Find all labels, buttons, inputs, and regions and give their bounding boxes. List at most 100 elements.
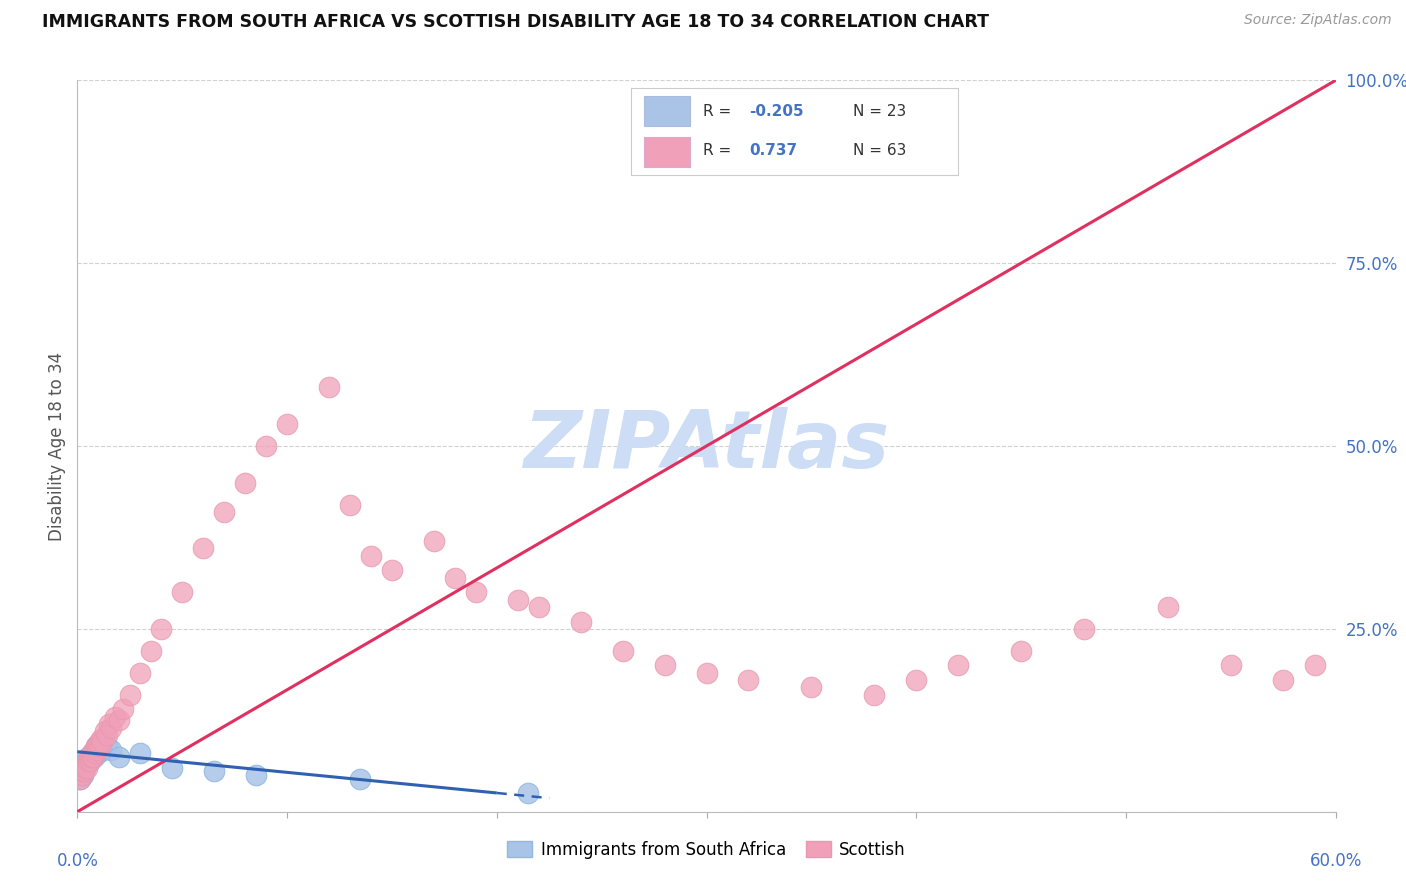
Scottish xyxy=(90,731,112,746)
Immigrants from South Africa xyxy=(349,772,371,786)
Scottish xyxy=(80,746,103,760)
Immigrants from South Africa xyxy=(75,754,97,768)
Text: 0.0%: 0.0% xyxy=(56,852,98,870)
Scottish xyxy=(100,721,122,735)
Scottish xyxy=(318,380,340,394)
Scottish xyxy=(75,757,97,772)
Scottish xyxy=(72,764,94,779)
Scottish xyxy=(70,768,93,782)
Immigrants from South Africa xyxy=(72,757,94,772)
FancyBboxPatch shape xyxy=(644,96,690,126)
Immigrants from South Africa xyxy=(72,768,94,782)
Scottish xyxy=(1073,622,1095,636)
Scottish xyxy=(89,739,111,753)
Text: R =: R = xyxy=(703,144,737,158)
Scottish xyxy=(84,739,107,753)
Scottish xyxy=(73,761,96,775)
Scottish xyxy=(1272,673,1295,687)
Scottish xyxy=(254,439,277,453)
Scottish xyxy=(339,498,361,512)
Scottish xyxy=(97,717,120,731)
Immigrants from South Africa xyxy=(69,772,91,786)
Scottish xyxy=(276,417,298,431)
Immigrants from South Africa xyxy=(108,749,131,764)
Immigrants from South Africa xyxy=(96,739,118,753)
Scottish xyxy=(696,665,718,680)
Scottish xyxy=(506,592,529,607)
Immigrants from South Africa xyxy=(202,764,225,779)
Scottish xyxy=(800,681,823,695)
Immigrants from South Africa xyxy=(87,746,110,760)
Text: R =: R = xyxy=(703,103,737,119)
Scottish xyxy=(89,735,111,749)
Scottish xyxy=(69,772,91,786)
Scottish xyxy=(527,599,550,614)
Scottish xyxy=(87,739,110,753)
Scottish xyxy=(77,749,100,764)
Scottish xyxy=(863,688,886,702)
Scottish xyxy=(612,644,634,658)
Scottish xyxy=(1010,644,1032,658)
Text: ZIPAtlas: ZIPAtlas xyxy=(523,407,890,485)
Immigrants from South Africa xyxy=(160,761,183,775)
Immigrants from South Africa xyxy=(129,746,152,760)
Scottish xyxy=(1219,658,1241,673)
Scottish xyxy=(381,563,404,577)
Scottish xyxy=(82,749,104,764)
Text: 0.737: 0.737 xyxy=(749,144,797,158)
Scottish xyxy=(93,724,115,739)
Scottish xyxy=(83,742,105,756)
Scottish xyxy=(191,541,215,556)
Y-axis label: Disability Age 18 to 34: Disability Age 18 to 34 xyxy=(48,351,66,541)
Immigrants from South Africa xyxy=(83,749,105,764)
Scottish xyxy=(905,673,928,687)
Text: -0.205: -0.205 xyxy=(749,103,803,119)
Scottish xyxy=(91,735,114,749)
Scottish xyxy=(108,714,131,728)
Scottish xyxy=(948,658,970,673)
Scottish xyxy=(84,746,107,760)
Text: 60.0%: 60.0% xyxy=(1309,852,1362,870)
Immigrants from South Africa xyxy=(76,749,98,764)
Text: IMMIGRANTS FROM SOUTH AFRICA VS SCOTTISH DISABILITY AGE 18 TO 34 CORRELATION CHA: IMMIGRANTS FROM SOUTH AFRICA VS SCOTTISH… xyxy=(42,13,990,31)
Legend: Immigrants from South Africa, Scottish: Immigrants from South Africa, Scottish xyxy=(501,834,912,865)
Text: N = 23: N = 23 xyxy=(853,103,907,119)
Scottish xyxy=(118,688,141,702)
Text: N = 63: N = 63 xyxy=(853,144,907,158)
Immigrants from South Africa xyxy=(100,742,122,756)
Scottish xyxy=(212,505,235,519)
Immigrants from South Africa xyxy=(70,764,93,779)
Scottish xyxy=(76,761,98,775)
Immigrants from South Africa xyxy=(73,761,96,775)
Immigrants from South Africa xyxy=(76,757,98,772)
Scottish xyxy=(444,571,467,585)
Scottish xyxy=(72,764,94,779)
Scottish xyxy=(1157,599,1180,614)
Immigrants from South Africa xyxy=(79,754,101,768)
Scottish xyxy=(737,673,759,687)
Scottish xyxy=(150,622,173,636)
Scottish xyxy=(79,754,101,768)
Scottish xyxy=(112,702,135,716)
FancyBboxPatch shape xyxy=(644,136,690,167)
Immigrants from South Africa xyxy=(80,746,103,760)
Scottish xyxy=(172,585,194,599)
Scottish xyxy=(104,709,127,723)
Scottish xyxy=(233,475,256,490)
Scottish xyxy=(96,728,118,742)
Scottish xyxy=(569,615,592,629)
Scottish xyxy=(360,549,382,563)
Immigrants from South Africa xyxy=(84,739,107,753)
Immigrants from South Africa xyxy=(245,768,267,782)
Scottish xyxy=(654,658,676,673)
Immigrants from South Africa xyxy=(91,742,114,756)
Scottish xyxy=(80,749,103,764)
Scottish xyxy=(76,754,98,768)
Scottish xyxy=(129,665,152,680)
Scottish xyxy=(139,644,162,658)
Immigrants from South Africa xyxy=(517,787,540,801)
Scottish xyxy=(86,742,108,756)
Scottish xyxy=(464,585,486,599)
Text: Source: ZipAtlas.com: Source: ZipAtlas.com xyxy=(1244,13,1392,28)
Scottish xyxy=(1303,658,1326,673)
